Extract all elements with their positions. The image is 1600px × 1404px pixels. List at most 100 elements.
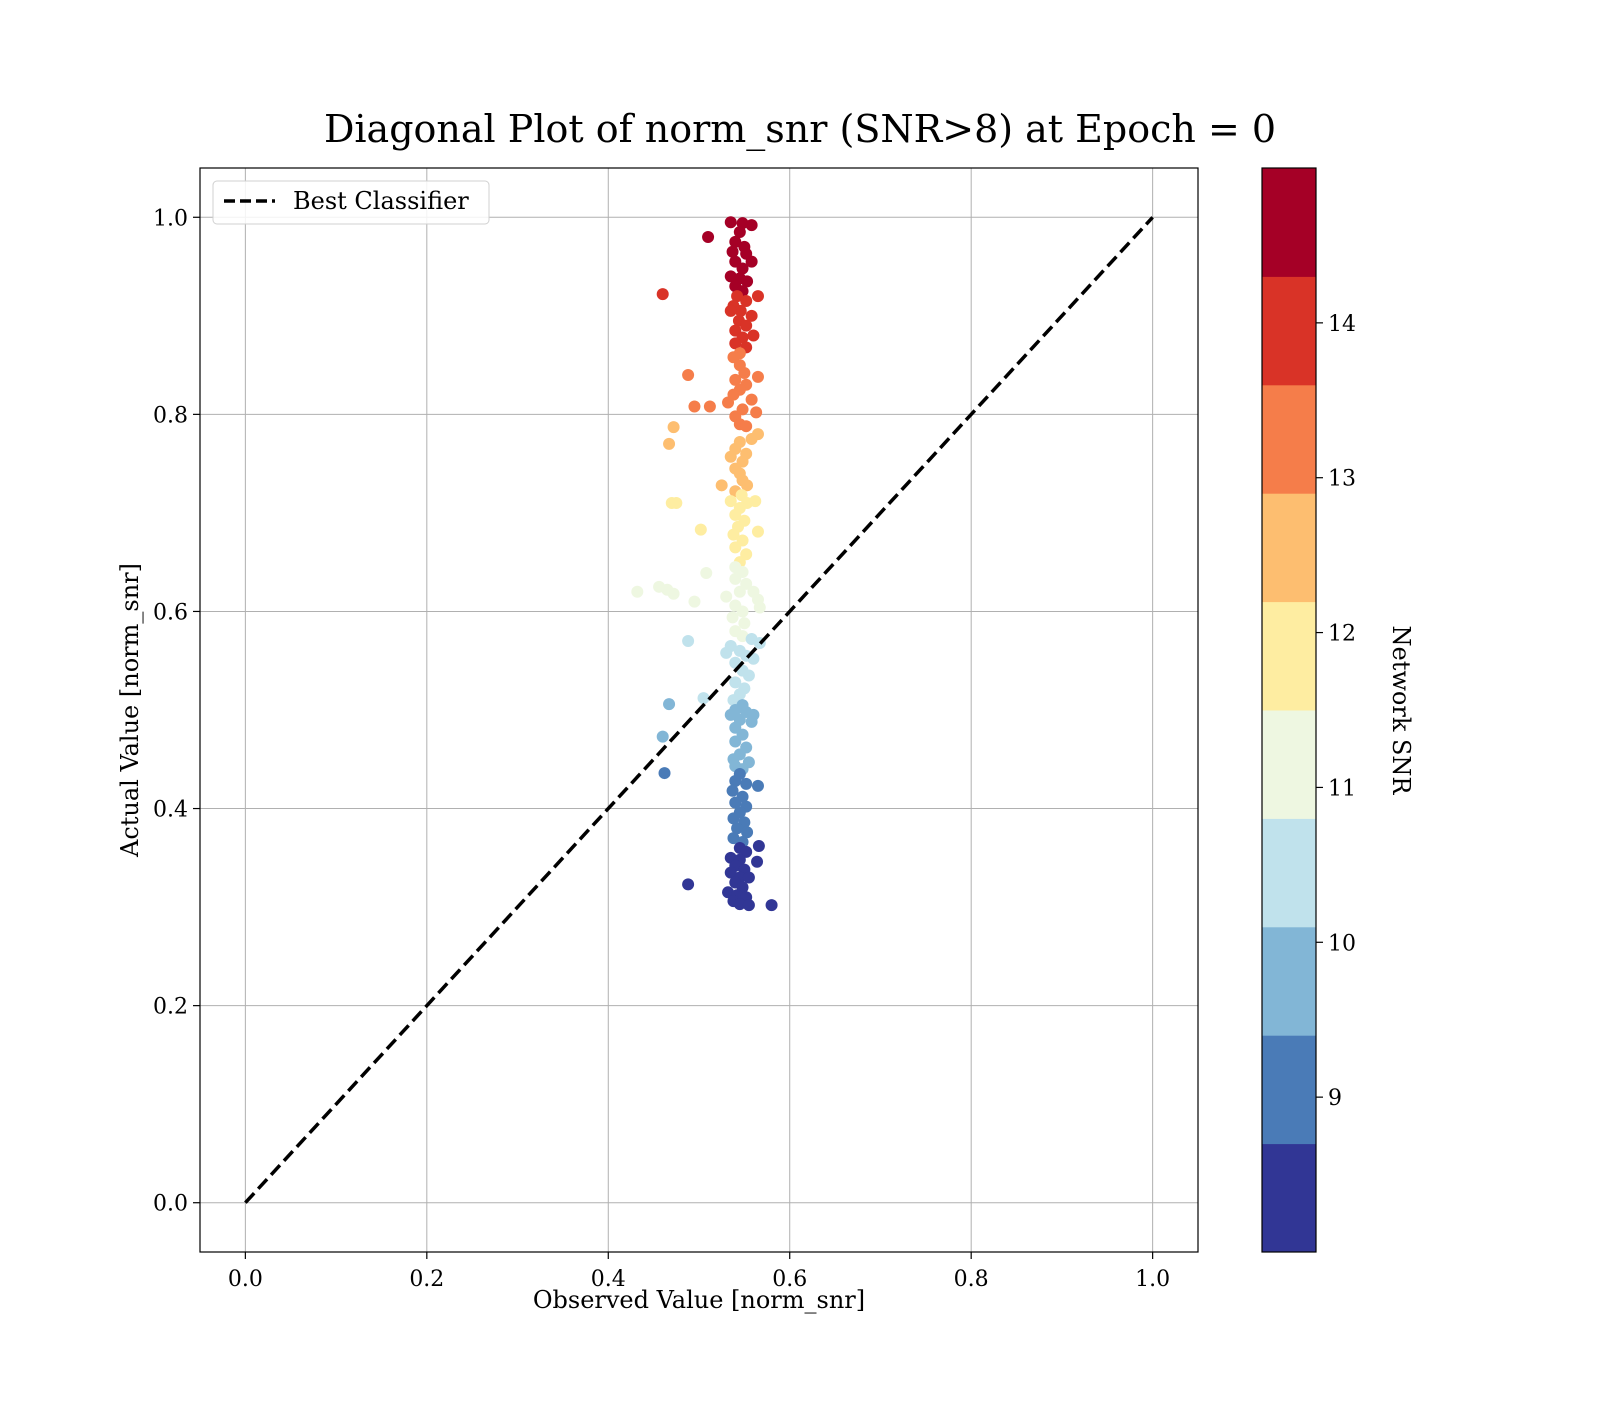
scatter-point [750,406,763,419]
colorbar: 9 10 11 12 13 14 Network SNR [1261,167,1415,1253]
scatter-point [751,525,764,538]
scatter-point [656,730,669,743]
scatter-point [736,605,749,618]
y-tick-label: 1.0 [153,206,188,231]
x-tick-label: 0.6 [772,1267,807,1292]
scatter-point [658,767,671,780]
colorbar-ticks: 9 10 11 12 13 14 [1316,312,1356,1111]
scatter-point [729,508,742,521]
scatter-point [727,812,740,825]
colorbar-segment [1262,276,1316,386]
scatter-point [670,497,683,510]
y-tick-label: 0.2 [153,995,188,1020]
colorbar-segment [1262,601,1316,711]
scatter-point [740,420,753,433]
scatter-point [656,288,669,301]
scatter-point [741,826,754,839]
scatter-point [745,255,758,268]
colorbar-segment [1262,710,1316,819]
scatter-point [724,304,737,317]
scatter-point [742,899,755,912]
scatter-point [745,309,758,322]
scatter-point [751,370,764,383]
y-tick-label: 0.0 [153,1192,188,1217]
scatter-point [703,400,716,413]
scatter-point [733,226,746,239]
scatter-point [729,572,742,585]
colorbar-segment [1262,818,1316,928]
legend-box [212,180,490,225]
scatter-point [740,319,753,332]
colorbar-tick-label: 9 [1328,1086,1342,1111]
colorbar-segment [1262,1143,1316,1253]
scatter-point [742,669,755,682]
scatter-point [722,886,735,899]
scatter-point [749,495,762,508]
scatter-point [726,784,739,797]
scatter-point [765,899,778,912]
scatter-point [740,295,753,308]
scatter-point [740,777,753,790]
colorbar-segment [1262,493,1316,603]
colorbar-segment [1262,384,1316,494]
scatter-point [667,587,680,600]
scatter-point [731,290,744,303]
scatter-point [729,235,742,248]
scatter-point [726,245,739,258]
scatter-point [720,646,733,659]
scatter-point [729,796,742,809]
scatter-point [738,617,751,630]
ticks-layer: 0.0 0.2 0.4 0.6 0.8 1.0 0.0 0.2 0.4 0.6 0.8 1.0 [153,206,1170,1292]
legend-label-best-classifier: Best Classifier [293,187,469,215]
y-tick-label: 0.8 [153,403,188,428]
scatter-point [751,290,764,303]
scatter-point [736,630,749,643]
scatter-point [631,585,644,598]
scatter-point [727,832,740,845]
scatter-point [715,479,728,492]
y-axis-title: Actual Value [norm_snr] [116,563,144,858]
scatter-point [724,866,737,879]
scatter-point [731,822,744,835]
y-tick-label: 0.6 [153,600,188,625]
scatter-point [729,676,742,689]
reference-line-layer [244,216,1154,1204]
x-tick-label: 0.0 [228,1267,263,1292]
scatter-point [682,368,695,381]
plot-frame [199,167,1199,1253]
scatter-point [753,601,766,614]
scatter-point [727,694,740,707]
colorbar-frame [1261,167,1317,1253]
x-tick-label: 1.0 [1135,1267,1170,1292]
colorbar-segments [1262,168,1316,1253]
scatter-point [724,270,737,283]
colorbar-tick-label: 13 [1328,467,1356,492]
colorbar-tick-label: 14 [1328,312,1356,337]
colorbar-tick-label: 12 [1328,622,1356,647]
colorbar-segment [1262,1035,1316,1145]
scatter-point [734,304,747,317]
colorbar-segment [1262,926,1316,1036]
scatter-point [688,595,701,608]
scatter-point [747,329,760,342]
scatter-point [742,871,755,884]
scatter-point [745,219,758,232]
scatter-point [745,393,758,406]
scatter-point [745,433,758,445]
scatter-point [727,528,740,541]
scatter-point [751,779,764,792]
scatter-point [729,337,742,350]
colorbar-segment [1262,168,1316,277]
colorbar-tick-label: 10 [1328,931,1356,956]
scatter-point [736,262,749,275]
scatter-point [724,495,737,508]
points-layer [631,216,778,912]
scatter-point [729,541,742,554]
scatter-point [663,437,676,450]
scatter-point [724,450,737,463]
x-axis-title: Observed Value [norm_snr] [533,1286,865,1314]
colorbar-title: Network SNR [1387,626,1415,796]
scatter-point [733,898,746,911]
scatter-point [663,698,676,711]
